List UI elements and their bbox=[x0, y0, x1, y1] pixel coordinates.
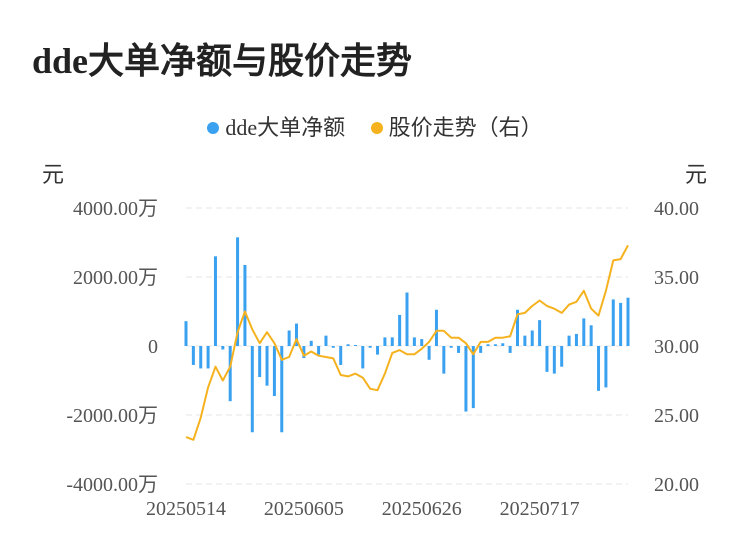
bar bbox=[309, 340, 313, 346]
bar bbox=[442, 346, 446, 374]
bar bbox=[191, 346, 195, 365]
bar bbox=[589, 325, 593, 346]
bar bbox=[471, 346, 475, 409]
y-left-tick-label: -2000.00万 bbox=[66, 405, 158, 427]
bar bbox=[317, 346, 321, 355]
bar bbox=[493, 344, 497, 346]
price-line bbox=[185, 244, 629, 441]
bar bbox=[339, 346, 343, 365]
bar bbox=[287, 330, 291, 346]
bar bbox=[272, 346, 276, 397]
bar bbox=[199, 346, 203, 369]
bar bbox=[346, 344, 350, 346]
bar bbox=[353, 344, 357, 346]
bar bbox=[420, 339, 424, 346]
right-axis-unit: 元 bbox=[685, 162, 708, 187]
x-tick-label: 20250626 bbox=[382, 498, 462, 520]
bar bbox=[295, 323, 298, 346]
y-right-tick-label: 20.00 bbox=[654, 474, 699, 496]
bar bbox=[560, 346, 564, 367]
bar bbox=[412, 337, 416, 346]
bar bbox=[486, 344, 490, 346]
bar bbox=[464, 346, 468, 412]
legend-label-price: 股价走势（右） bbox=[388, 115, 543, 140]
bar bbox=[206, 346, 210, 369]
bar bbox=[302, 346, 306, 359]
legend-dot-line bbox=[370, 121, 383, 134]
bar bbox=[582, 318, 586, 346]
bar bbox=[516, 309, 519, 346]
bar bbox=[184, 321, 188, 346]
bar bbox=[280, 346, 284, 433]
bar bbox=[523, 335, 527, 346]
bar bbox=[434, 309, 438, 346]
bar bbox=[427, 346, 431, 360]
bar bbox=[228, 346, 232, 402]
bar bbox=[405, 292, 409, 346]
legend-item-dde[interactable]: dde大单净额 bbox=[207, 110, 345, 142]
bar bbox=[552, 346, 556, 374]
bar bbox=[457, 346, 461, 353]
bar bbox=[236, 237, 240, 346]
y-right-tick-label: 40.00 bbox=[654, 198, 699, 220]
bar bbox=[368, 346, 372, 348]
bar bbox=[479, 346, 483, 353]
y-left-tick-label: 2000.00万 bbox=[73, 267, 158, 289]
bar bbox=[619, 302, 623, 346]
bar bbox=[250, 346, 254, 433]
legend-label-dde: dde大单净额 bbox=[225, 115, 346, 140]
x-tick-label: 20250717 bbox=[500, 498, 580, 520]
bar bbox=[398, 314, 402, 346]
bar bbox=[626, 297, 630, 346]
bar bbox=[213, 256, 217, 346]
bar bbox=[376, 346, 380, 355]
y-right-tick-label: 35.00 bbox=[654, 267, 699, 289]
bar bbox=[574, 333, 578, 346]
chart-title: dde大单净额与股价走势 bbox=[32, 41, 413, 81]
bar bbox=[508, 346, 512, 353]
y-left-tick-label: 4000.00万 bbox=[73, 198, 158, 220]
bar bbox=[331, 346, 335, 348]
bar bbox=[501, 343, 505, 346]
legend: dde大单净额 股价走势（右） bbox=[0, 110, 750, 142]
x-tick-label: 20250514 bbox=[146, 498, 226, 520]
bar bbox=[324, 335, 328, 346]
x-tick-label: 20250605 bbox=[264, 498, 344, 520]
bar bbox=[611, 299, 615, 346]
bar bbox=[258, 346, 262, 378]
bar bbox=[449, 346, 453, 348]
bar bbox=[604, 346, 608, 388]
bar bbox=[530, 330, 534, 346]
bar bbox=[597, 346, 601, 391]
bar bbox=[390, 337, 394, 346]
y-right-tick-label: 30.00 bbox=[654, 336, 699, 358]
bar bbox=[538, 320, 542, 346]
bar bbox=[361, 346, 365, 369]
y-right-tick-label: 25.00 bbox=[654, 405, 699, 427]
legend-dot-bar bbox=[207, 121, 220, 134]
left-axis-unit: 元 bbox=[42, 162, 65, 187]
bar bbox=[383, 337, 387, 346]
legend-item-price[interactable]: 股价走势（右） bbox=[370, 110, 543, 142]
bar bbox=[243, 264, 247, 346]
y-left-tick-label: -4000.00万 bbox=[66, 474, 158, 496]
bar bbox=[567, 335, 571, 346]
bar bbox=[545, 346, 549, 372]
y-left-tick-label: 0 bbox=[148, 336, 158, 358]
bar bbox=[265, 346, 269, 386]
bar bbox=[221, 346, 225, 350]
